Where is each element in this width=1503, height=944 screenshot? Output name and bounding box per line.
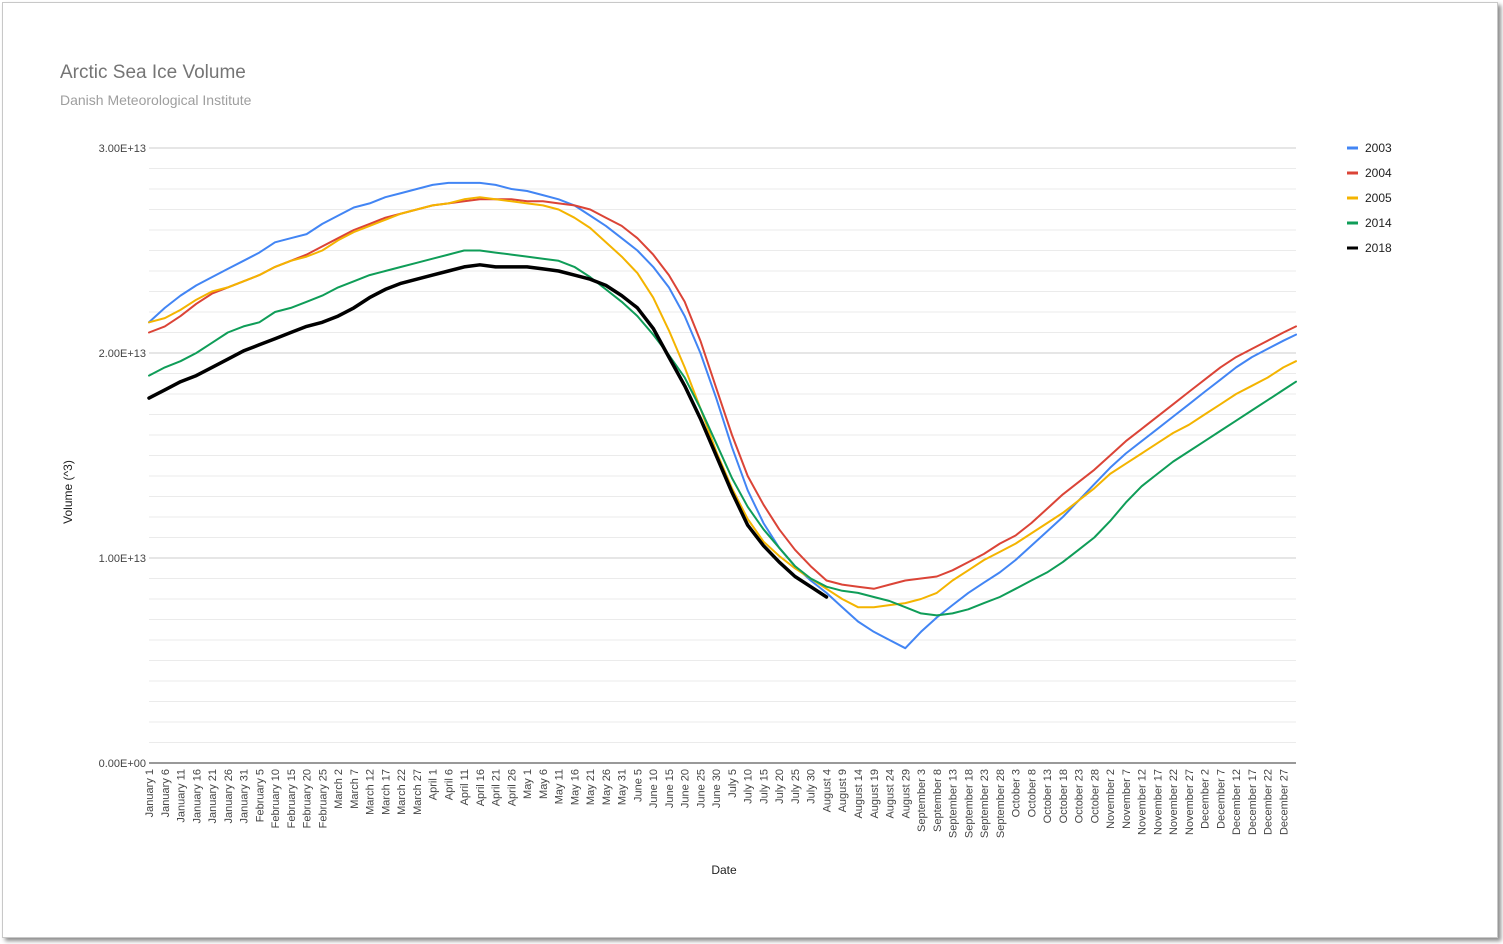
x-tick-label: July 5 (727, 769, 739, 798)
x-tick-label: October 18 (1058, 769, 1070, 823)
x-tick-label: May 31 (617, 769, 629, 805)
x-tick-label: June 25 (695, 769, 707, 808)
x-tick-label: September 28 (995, 769, 1007, 838)
x-tick-label: April 16 (475, 769, 487, 806)
y-axis-title: Volume (^3) (61, 460, 75, 524)
x-tick-label: October 13 (1042, 769, 1054, 823)
x-tick-label: August 9 (837, 769, 849, 812)
x-tick-label: October 28 (1089, 769, 1101, 823)
x-tick-label: August 14 (853, 769, 865, 819)
x-tick-label: May 1 (522, 769, 534, 799)
x-tick-label: August 4 (822, 769, 834, 812)
x-tick-label: January 21 (207, 769, 219, 823)
x-tick-label: March 27 (412, 769, 424, 815)
x-tick-label: October 23 (1074, 769, 1086, 823)
series-line-2005 (148, 196, 1297, 609)
x-tick-label: December 22 (1263, 769, 1275, 835)
x-tick-label: March 12 (365, 769, 377, 815)
y-tick-label: 0.00E+00 (99, 758, 146, 770)
x-tick-label: July 30 (806, 769, 818, 804)
x-tick-label: March 7 (349, 769, 361, 809)
x-tick-label: November 12 (1137, 769, 1149, 835)
x-tick-label: March 2 (333, 769, 345, 809)
x-tick-label: April 1 (428, 769, 440, 800)
y-tick-label: 1.00E+13 (99, 553, 146, 565)
x-tick-label: June 10 (648, 769, 660, 808)
x-tick-label: November 2 (1105, 769, 1117, 829)
x-tick-label: June 5 (632, 769, 644, 802)
x-tick-label: July 25 (790, 769, 802, 804)
x-axis-ticks: January 1 January 6 January 11 January 16 Ja… (144, 769, 1290, 838)
x-tick-label: March 17 (380, 769, 392, 815)
x-tick-label: November 7 (1121, 769, 1133, 829)
x-tick-label: July 10 (743, 769, 755, 804)
x-tick-label: May 16 (569, 769, 581, 805)
x-tick-label: December 7 (1215, 769, 1227, 829)
line-chart: Arctic Sea Ice Volume Danish Meteorologi… (60, 62, 1392, 877)
x-tick-label: February 15 (286, 769, 298, 828)
x-axis-title: Date (711, 863, 737, 877)
legend-label-2003: 2003 (1365, 141, 1392, 155)
x-tick-label: June 15 (664, 769, 676, 808)
series-line-2018 (147, 263, 829, 599)
x-tick-label: May 11 (554, 769, 566, 804)
legend-label-2005: 2005 (1365, 191, 1392, 205)
series-line-2014 (148, 249, 1297, 617)
x-tick-label: February 20 (302, 769, 314, 828)
y-axis-ticks: 0.00E+00 1.00E+13 2.00E+13 3.00E+13 (99, 143, 146, 770)
x-tick-label: May 21 (585, 769, 597, 805)
x-tick-label: March 22 (396, 769, 408, 815)
x-tick-label: June 30 (711, 769, 723, 808)
series-line-2003 (148, 181, 1297, 650)
x-tick-label: September 13 (948, 769, 960, 838)
x-tick-label: January 16 (191, 769, 203, 823)
y-tick-label: 2.00E+13 (99, 348, 146, 360)
x-tick-label: December 2 (1200, 769, 1212, 829)
legend-label-2018: 2018 (1365, 241, 1392, 255)
x-tick-label: April 11 (459, 769, 471, 805)
x-tick-label: August 24 (885, 769, 897, 819)
chart-subtitle: Danish Meteorological Institute (60, 92, 252, 108)
x-tick-label: April 6 (443, 769, 455, 800)
x-tick-label: January 26 (223, 769, 235, 823)
x-tick-label: September 23 (979, 769, 991, 838)
x-tick-label: October 8 (1026, 769, 1038, 817)
x-tick-label: November 22 (1168, 769, 1180, 835)
legend: 2003 2004 2005 2014 2018 (1347, 141, 1392, 255)
x-tick-label: January 1 (144, 769, 156, 817)
series-line-2004 (148, 198, 1297, 590)
y-tick-label: 3.00E+13 (99, 143, 146, 155)
x-tick-label: August 19 (869, 769, 881, 819)
x-tick-label: April 21 (491, 769, 503, 806)
x-tick-label: July 15 (759, 769, 771, 804)
x-tick-label: June 20 (680, 769, 692, 808)
x-tick-label: January 31 (239, 769, 251, 823)
x-tick-label: August 29 (900, 769, 912, 819)
x-tick-label: January 11 (176, 769, 188, 823)
x-tick-label: May 6 (538, 769, 550, 799)
x-tick-label: November 17 (1152, 769, 1164, 835)
x-tick-label: January 6 (160, 769, 172, 817)
x-tick-label: October 3 (1011, 769, 1023, 817)
x-tick-label: February 10 (270, 769, 282, 828)
x-tick-label: September 18 (963, 769, 975, 838)
chart-title: Arctic Sea Ice Volume (60, 62, 246, 83)
x-tick-label: February 25 (317, 769, 329, 828)
legend-label-2014: 2014 (1365, 216, 1392, 230)
x-tick-label: December 12 (1231, 769, 1243, 835)
x-tick-label: December 17 (1247, 769, 1259, 835)
x-tick-label: September 3 (916, 769, 928, 832)
series-lines (147, 181, 1297, 650)
x-tick-label: November 27 (1184, 769, 1196, 835)
x-tick-label: December 27 (1278, 769, 1290, 835)
x-tick-label: July 20 (774, 769, 786, 804)
legend-label-2004: 2004 (1365, 166, 1392, 180)
x-tick-label: May 26 (601, 769, 613, 805)
x-tick-label: September 8 (932, 769, 944, 832)
x-tick-label: February 5 (254, 769, 266, 822)
x-tick-label: April 26 (506, 769, 518, 806)
